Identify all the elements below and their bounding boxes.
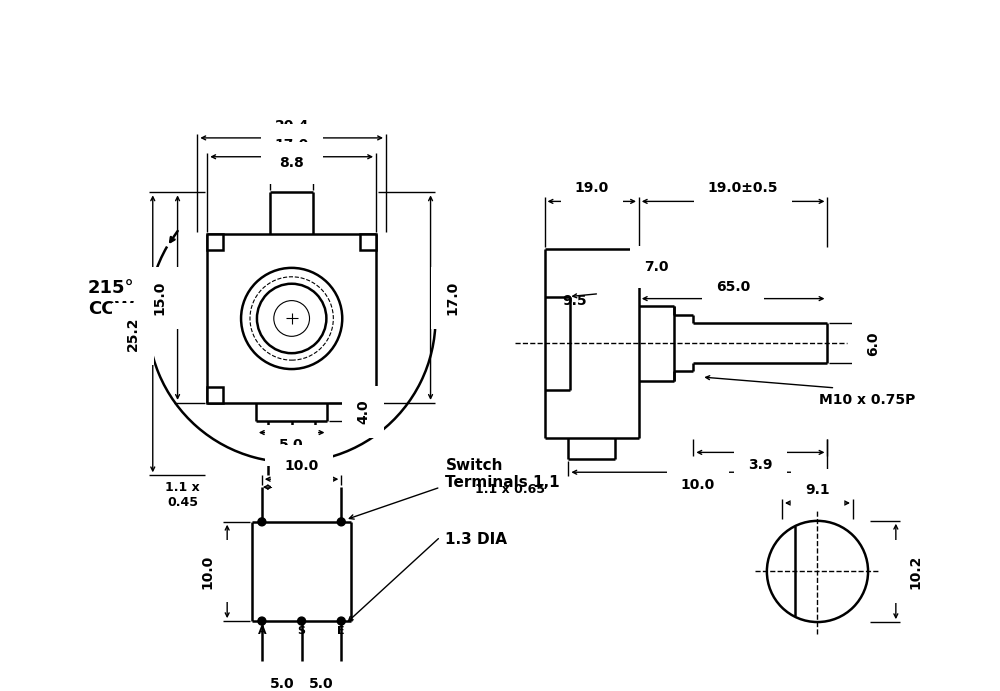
Text: 1.1 x
0.45: 1.1 x 0.45	[165, 481, 200, 509]
Bar	[360, 234, 376, 250]
Text: 19.0: 19.0	[575, 180, 609, 194]
Text: 17.0: 17.0	[445, 281, 459, 315]
Text: 1.1 x 0.65: 1.1 x 0.65	[475, 482, 545, 495]
Text: 10.0: 10.0	[284, 460, 319, 473]
Text: E: E	[337, 626, 345, 636]
Text: 15.0: 15.0	[153, 281, 167, 315]
Text: 25.2: 25.2	[126, 316, 140, 351]
Text: 20.4: 20.4	[274, 119, 309, 133]
Text: 10.0: 10.0	[681, 478, 715, 492]
Text: 10.0: 10.0	[200, 554, 214, 589]
Circle shape	[258, 617, 266, 625]
Bar	[207, 387, 223, 403]
Text: 7.0: 7.0	[644, 260, 669, 274]
Text: Switch
Terminals 1,1: Switch Terminals 1,1	[445, 458, 560, 491]
Text: 9.1: 9.1	[805, 483, 830, 497]
Text: M10 x 0.75P: M10 x 0.75P	[819, 392, 915, 407]
Circle shape	[337, 518, 345, 526]
Circle shape	[258, 518, 266, 526]
Text: 215°
CCW: 215° CCW	[88, 279, 134, 318]
Text: 4.0: 4.0	[356, 399, 370, 424]
Circle shape	[337, 617, 345, 625]
Circle shape	[298, 617, 306, 625]
Text: 5.0: 5.0	[279, 439, 304, 453]
Text: 9.5: 9.5	[562, 294, 587, 307]
Text: A: A	[258, 626, 266, 636]
Text: 1.3 DIA: 1.3 DIA	[445, 532, 507, 547]
Text: S: S	[298, 626, 306, 636]
Text: 8.8: 8.8	[279, 155, 304, 170]
Text: 19.0±0.5: 19.0±0.5	[708, 180, 778, 194]
Bar	[360, 387, 376, 403]
Text: 10.2: 10.2	[909, 554, 923, 589]
Text: 5.0: 5.0	[269, 676, 294, 690]
Text: 65.0: 65.0	[716, 280, 750, 294]
Text: 3.9: 3.9	[748, 458, 773, 472]
Bar	[207, 234, 223, 250]
Text: 5.0: 5.0	[309, 676, 334, 690]
Text: 6.0: 6.0	[866, 331, 880, 355]
Text: 17.0: 17.0	[275, 138, 309, 152]
